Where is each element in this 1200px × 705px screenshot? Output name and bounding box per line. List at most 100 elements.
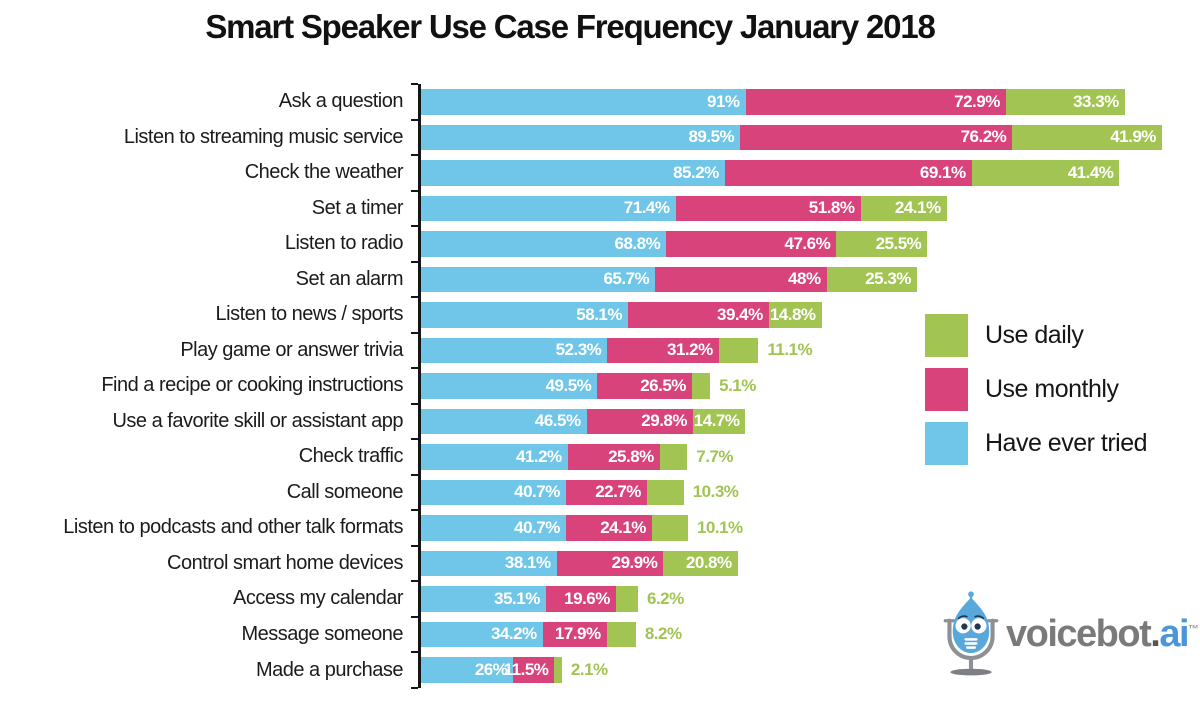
bar-track: 91% 72.9% 33.3% — [420, 89, 1171, 115]
bar-segment-daily: 25.3% — [826, 266, 917, 293]
value-label: 38.1% — [504, 553, 551, 573]
bar-segment-tried: 40.7% — [420, 515, 566, 541]
axis-tick — [411, 473, 418, 476]
legend: Use daily Use monthly Have ever tried — [925, 314, 1148, 476]
bar-row: Ask a question 91% 72.9% 33.3% — [0, 84, 1200, 120]
bar-segment-tried: 49.5% — [420, 373, 598, 399]
value-label: 58.1% — [576, 304, 622, 324]
bar-row: Control smart home devices 38.1% 29.9% 20.8… — [0, 546, 1200, 582]
axis-tick — [411, 118, 418, 121]
value-label-outside: 10.1% — [696, 517, 743, 537]
voicebot-logo-text: voicebot.ai™ — [1006, 615, 1199, 653]
value-label: 14.8% — [769, 304, 816, 324]
bar-segment-daily: 14.7% — [692, 408, 746, 435]
bar-segment-tried: 71.4% — [420, 195, 676, 222]
value-label: 22.7% — [595, 482, 641, 502]
bar-segment-monthly: 31.2% — [607, 337, 719, 364]
bar-segment-monthly: 51.8% — [675, 195, 861, 222]
bar-segment-monthly: 76.2% — [740, 124, 1013, 151]
bar-segment-daily: 41.9% — [1012, 124, 1162, 151]
value-label: 52.3% — [555, 340, 602, 360]
axis-tick — [411, 296, 418, 299]
bar-segment-tried: 65.7% — [420, 266, 656, 293]
value-label: 71.4% — [623, 198, 670, 218]
value-label-outside: 2.1% — [570, 660, 608, 679]
bar-row: Access my calendar 35.1% 19.6% 6.2% — [0, 581, 1200, 617]
legend-label-tried: Have ever tried — [985, 429, 1148, 457]
bar-segment-tried: 38.1% — [420, 550, 557, 577]
value-label: 25.3% — [865, 269, 911, 289]
logo-text-main: voicebot — [1006, 613, 1152, 655]
value-label: 11.5% — [503, 660, 549, 679]
bar-track: 89.5% 76.2% 41.9% — [420, 124, 1171, 151]
value-label: 25.8% — [608, 446, 654, 466]
category-label: Listen to streaming music service — [123, 125, 404, 148]
bar-row: Listen to podcasts and other talk format… — [0, 510, 1200, 546]
legend-swatch-monthly — [925, 368, 968, 411]
bar-segment-tried: 52.3% — [420, 337, 608, 364]
bar-segment-daily: 14.8% — [768, 302, 822, 328]
value-label: 48% — [788, 269, 821, 289]
bar-track: 35.1% 19.6% 6.2% — [420, 586, 1171, 612]
category-label: Ask a question — [278, 90, 404, 113]
value-label: 39.4% — [717, 304, 763, 324]
value-label: 40.7% — [514, 517, 560, 537]
bar-track: 68.8% 47.6% 25.5% — [420, 231, 1171, 257]
bar-segment-daily — [615, 586, 638, 612]
value-label: 85.2% — [673, 162, 719, 182]
bar-track: 46.5% 29.8% 14.7% — [420, 408, 1171, 435]
bar-row: Play game or answer trivia 52.3% 31.2% 11.1… — [0, 333, 1200, 369]
bar-rows: Ask a question 91% 72.9% 33.3% Listen to str… — [0, 84, 1200, 688]
value-label: 72.9% — [954, 91, 1000, 111]
value-label: 24.1% — [894, 198, 941, 218]
logo-trademark: ™ — [1188, 623, 1200, 636]
bar-segment-tried: 41.2% — [420, 444, 568, 470]
legend-label-monthly: Use monthly — [985, 375, 1119, 403]
value-label: 33.3% — [1073, 91, 1119, 111]
axis-tick — [411, 687, 418, 689]
bar-segment-daily: 20.8% — [663, 550, 738, 577]
bar-segment-daily — [659, 444, 688, 470]
category-label: Message someone — [241, 622, 404, 645]
value-label: 31.2% — [667, 340, 713, 360]
bar-segment-monthly: 39.4% — [628, 302, 769, 328]
axis-tick — [411, 367, 418, 370]
bar-segment-tried: 89.5% — [420, 124, 741, 151]
bar-row: Find a recipe or cooking instructions 49.… — [0, 368, 1200, 404]
bar-segment-tried: 35.1% — [420, 586, 546, 612]
value-label: 14.7% — [693, 411, 740, 431]
bar-segment-monthly: 47.6% — [666, 231, 837, 257]
axis-tick — [411, 651, 418, 654]
bar-segment-daily: 33.3% — [1005, 89, 1125, 115]
value-label: 34.2% — [490, 624, 537, 644]
bar-row: Message someone 34.2% 17.9% 8.2% — [0, 617, 1200, 653]
bar-segment-monthly: 22.7% — [565, 479, 647, 506]
category-label: Set an alarm — [295, 267, 404, 290]
value-label-outside: 5.1% — [719, 375, 756, 395]
value-label: 41.2% — [515, 446, 562, 466]
bar-segment-monthly: 29.9% — [556, 550, 664, 577]
axis-tick — [411, 580, 418, 583]
category-label: Set a timer — [311, 196, 404, 219]
bar-track: 38.1% 29.9% 20.8% — [420, 550, 1171, 577]
category-label: Listen to news / sports — [215, 303, 404, 326]
value-label: 20.8% — [685, 553, 732, 573]
bar-segment-daily — [651, 515, 688, 541]
bar-segment-tried: 34.2% — [420, 621, 543, 648]
bar-track: 71.4% 51.8% 24.1% — [420, 195, 1171, 222]
value-label: 35.1% — [494, 588, 540, 608]
logo-text-suffix: ai — [1159, 613, 1189, 655]
axis-tick — [411, 83, 418, 85]
bar-segment-tried: 40.7% — [420, 479, 566, 506]
bar-segment-tried: 85.2% — [420, 160, 725, 186]
legend-item-daily: Use daily — [925, 314, 1147, 357]
value-label: 76.2% — [960, 127, 1007, 147]
legend-swatch-daily — [925, 314, 968, 357]
bar-row: Set an alarm 65.7% 48% 25.3% — [0, 262, 1200, 298]
legend-label-daily: Use daily — [985, 321, 1084, 349]
bar-row: Listen to news / sports 58.1% 39.4% 14.8% — [0, 297, 1200, 333]
category-label: Access my calendar — [233, 587, 403, 610]
value-label: 69.1% — [919, 162, 966, 182]
voicebot-logo: voicebot.ai™ — [942, 590, 1199, 678]
